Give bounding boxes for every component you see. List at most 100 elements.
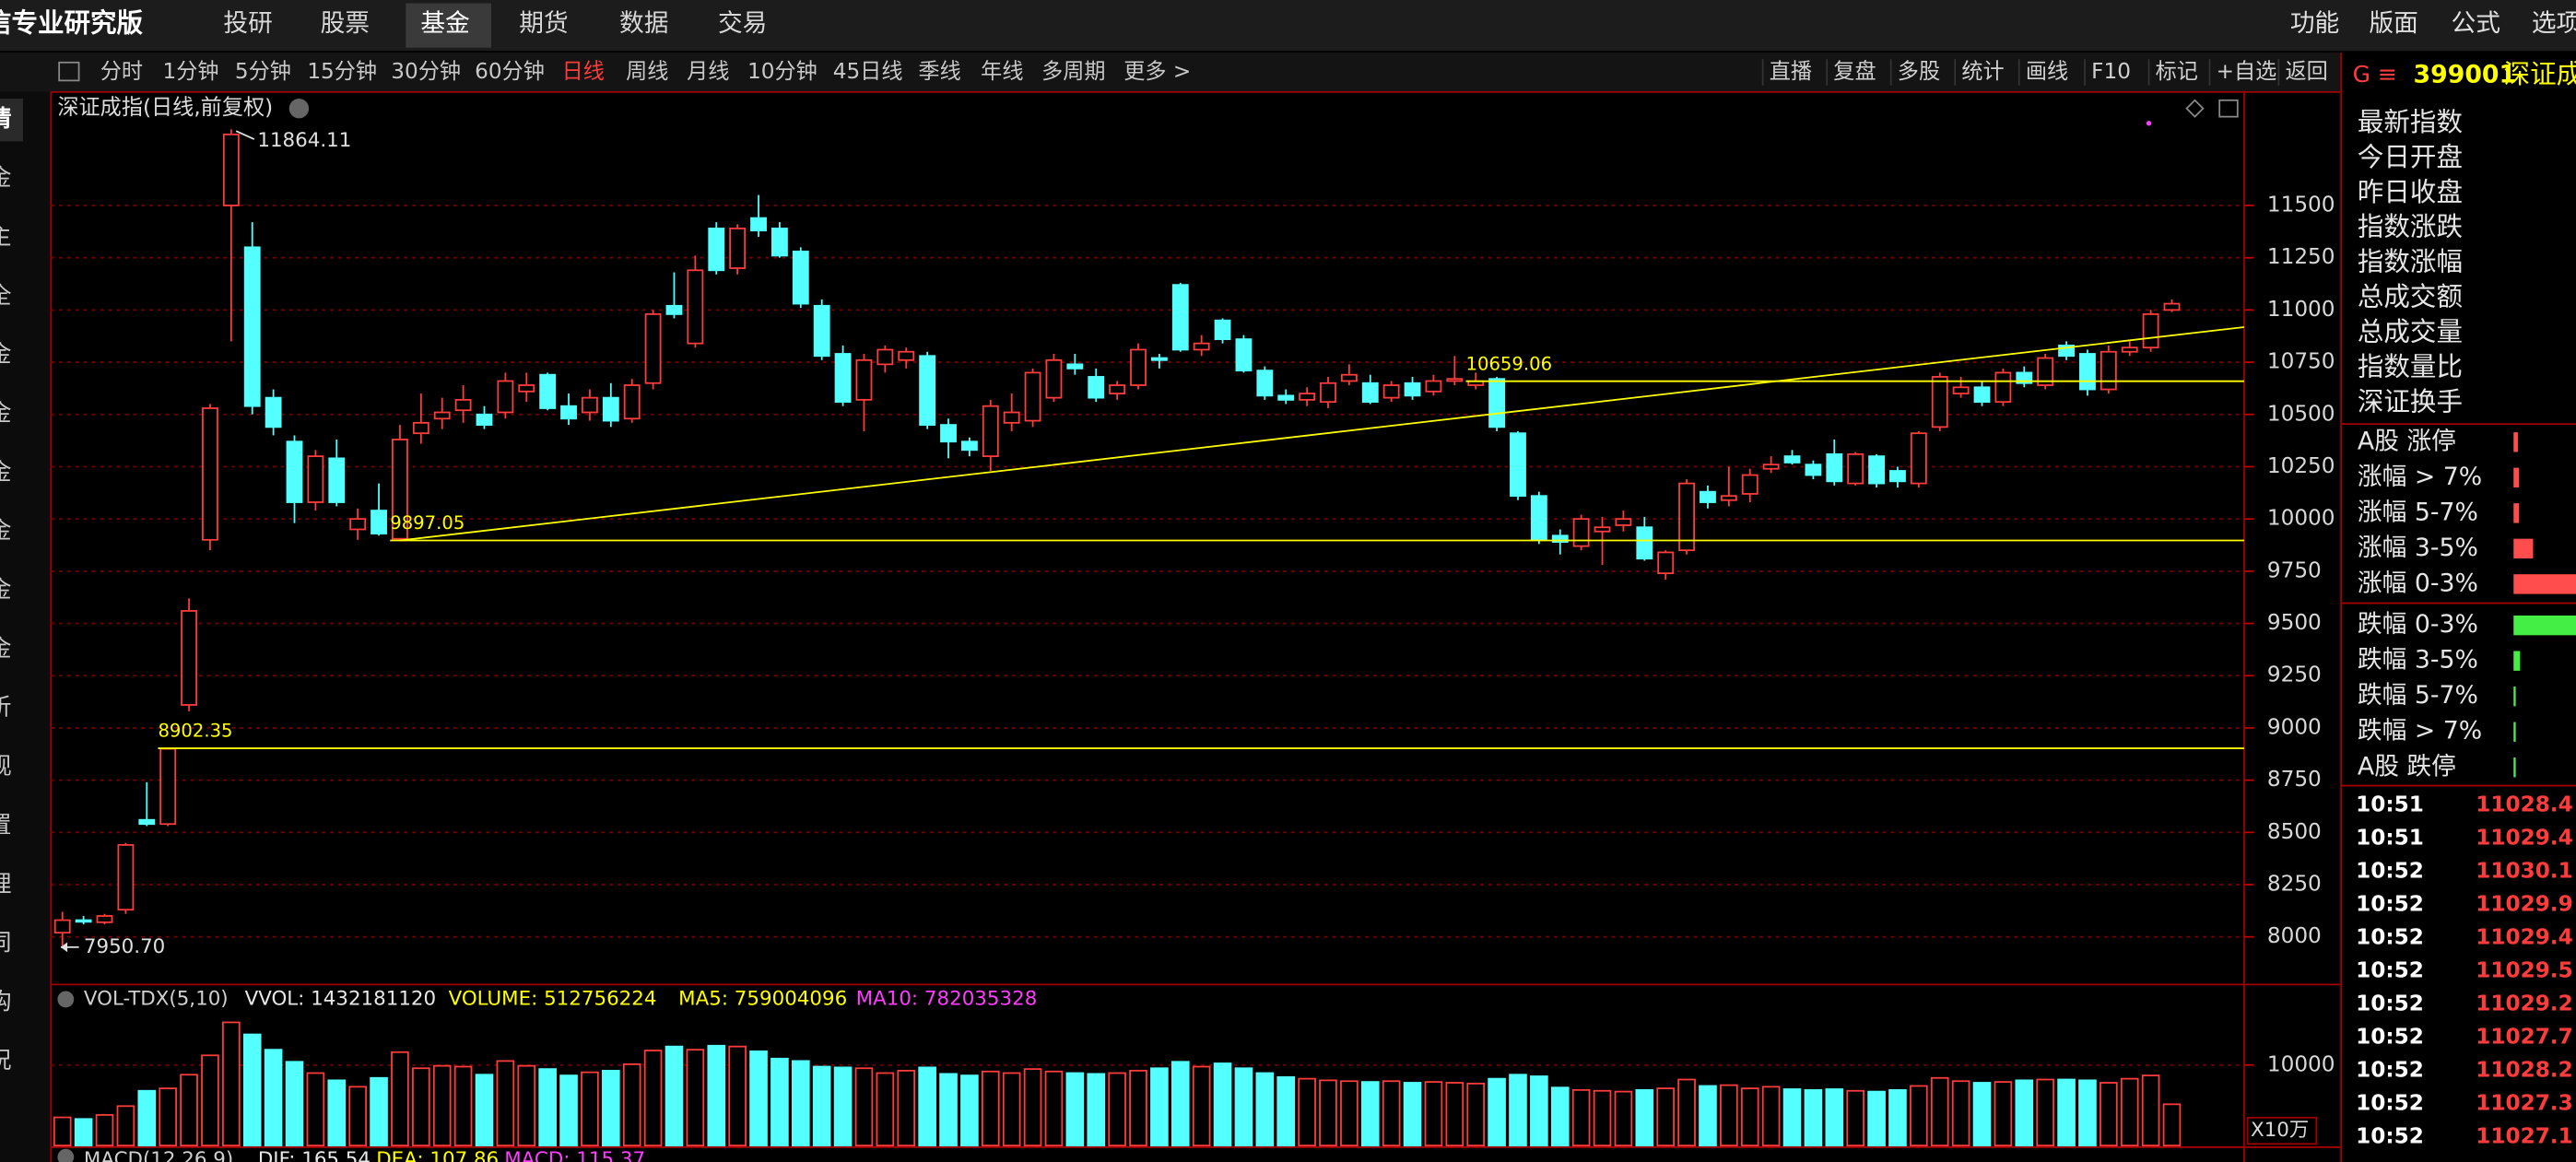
- candle-body: [202, 407, 218, 541]
- candle-body: [813, 304, 830, 358]
- candle-body: [1594, 526, 1611, 533]
- sidebar-item[interactable]: 主: [0, 223, 11, 250]
- candle-body: [539, 373, 557, 409]
- toolbar-icon[interactable]: [58, 61, 80, 82]
- candle-body: [876, 348, 894, 366]
- quote-field: 指数量比: [2358, 352, 2463, 382]
- line-label: 8902.35: [158, 721, 232, 742]
- tool-button[interactable]: 复盘: [1833, 59, 1876, 84]
- period-button[interactable]: 60分钟: [475, 59, 545, 84]
- sidebar-item[interactable]: 金: [0, 517, 12, 544]
- tool-button[interactable]: 直播: [1770, 59, 1812, 84]
- volume-bar: [1255, 1072, 1275, 1147]
- trade-time: 10:52: [2356, 892, 2424, 917]
- period-button[interactable]: 1分钟: [162, 59, 218, 84]
- candle-body: [919, 355, 936, 426]
- period-button[interactable]: 5分钟: [235, 59, 291, 84]
- period-button[interactable]: 年线: [981, 59, 1023, 84]
- unit-box: [2246, 1116, 2318, 1145]
- window-icon[interactable]: [2218, 99, 2239, 118]
- tool-button[interactable]: F10: [2091, 59, 2131, 84]
- sidebar-item[interactable]: 析: [0, 694, 11, 721]
- candle-body: [623, 384, 641, 420]
- volume-bar: [2162, 1103, 2182, 1147]
- menu-item[interactable]: 功能: [2290, 9, 2339, 38]
- sidebar-item[interactable]: 同: [0, 929, 11, 956]
- title-menu-icon[interactable]: [288, 99, 310, 119]
- candle-body: [1805, 464, 1822, 476]
- candle-body: [1615, 518, 1632, 526]
- period-button[interactable]: 45日线: [833, 59, 903, 84]
- candle-body: [159, 747, 177, 826]
- period-button[interactable]: 分时: [100, 59, 143, 84]
- candle-body: [1910, 432, 1927, 485]
- sidebar-item[interactable]: 全: [0, 282, 12, 309]
- sidebar-item[interactable]: 理: [0, 870, 12, 897]
- menu-item[interactable]: 交易: [718, 9, 767, 38]
- menu-item[interactable]: 公式: [2452, 9, 2500, 38]
- menu-item[interactable]: 基金: [420, 9, 469, 38]
- candle-body: [1510, 432, 1526, 498]
- diamond-icon[interactable]: [2185, 99, 2205, 118]
- tool-button[interactable]: +自选: [2217, 59, 2277, 84]
- menu-item[interactable]: 版面: [2369, 9, 2417, 38]
- candle-body: [1235, 338, 1253, 372]
- sidebar-item[interactable]: 置: [0, 811, 11, 838]
- sidebar-item[interactable]: 金: [0, 458, 12, 485]
- volume-bar: [53, 1116, 72, 1147]
- sidebar-item[interactable]: 金: [0, 635, 12, 662]
- volume-bar: [833, 1066, 853, 1147]
- volume-bar: [1910, 1085, 1928, 1147]
- volume-bar: [854, 1067, 874, 1147]
- tool-button[interactable]: 标记: [2156, 59, 2198, 84]
- volume-bar: [1424, 1081, 1443, 1147]
- volume-bar: [453, 1065, 473, 1147]
- menu-item[interactable]: 数据: [619, 9, 668, 38]
- volume-bar: [686, 1049, 705, 1147]
- sidebar-item[interactable]: 情: [0, 105, 12, 132]
- period-button[interactable]: 日线: [562, 59, 605, 84]
- sidebar-item[interactable]: 金: [0, 576, 12, 603]
- candle-body: [898, 350, 915, 361]
- volume-bar: [665, 1045, 684, 1147]
- period-button[interactable]: 10分钟: [747, 59, 817, 84]
- menu-item[interactable]: 投研: [223, 9, 272, 38]
- period-button[interactable]: 多周期: [1041, 59, 1105, 84]
- volume-bar: [1445, 1082, 1464, 1147]
- sidebar-item[interactable]: 金: [0, 399, 12, 426]
- y-tick-label: 11500: [2267, 192, 2335, 217]
- y-tick-label: 10500: [2267, 401, 2335, 426]
- symbol-name: 深证成: [2504, 59, 2576, 89]
- sidebar-item[interactable]: 金: [0, 164, 12, 191]
- menu-item[interactable]: 股票: [321, 9, 370, 38]
- candle-body: [1530, 495, 1547, 541]
- candle-body: [1700, 490, 1716, 503]
- sidebar-item[interactable]: 金: [0, 341, 12, 368]
- period-button[interactable]: 15分钟: [307, 59, 377, 84]
- tool-button[interactable]: 多股: [1898, 59, 1940, 84]
- trade-time: 10:52: [2356, 925, 2424, 950]
- tool-button[interactable]: 画线: [2026, 59, 2068, 84]
- period-button[interactable]: 月线: [687, 59, 729, 84]
- menu-item[interactable]: 期货: [519, 9, 568, 38]
- period-button[interactable]: 更多 >: [1123, 59, 1191, 84]
- volume-bar: [1782, 1088, 1802, 1147]
- sidebar-item[interactable]: 况: [0, 1047, 12, 1074]
- candle-body: [771, 228, 788, 257]
- period-button[interactable]: 季线: [918, 59, 960, 84]
- menu-item[interactable]: 选项: [2532, 9, 2576, 38]
- candle-body: [243, 246, 261, 407]
- breadth-bar: [2513, 722, 2516, 742]
- volume-bar: [897, 1069, 916, 1147]
- sidebar-item[interactable]: 观: [0, 753, 12, 780]
- candle-body: [1826, 452, 1843, 483]
- vol-menu-icon[interactable]: [57, 991, 75, 1008]
- volume-bar: [306, 1072, 325, 1147]
- period-button[interactable]: 30分钟: [391, 59, 461, 84]
- tool-button[interactable]: 统计: [1961, 59, 2004, 84]
- sidebar-item[interactable]: 构: [0, 988, 11, 1015]
- macd-menu-icon[interactable]: [57, 1148, 75, 1162]
- period-button[interactable]: 周线: [626, 59, 668, 84]
- tool-button[interactable]: 返回: [2285, 59, 2327, 84]
- volume-bar: [1550, 1086, 1570, 1147]
